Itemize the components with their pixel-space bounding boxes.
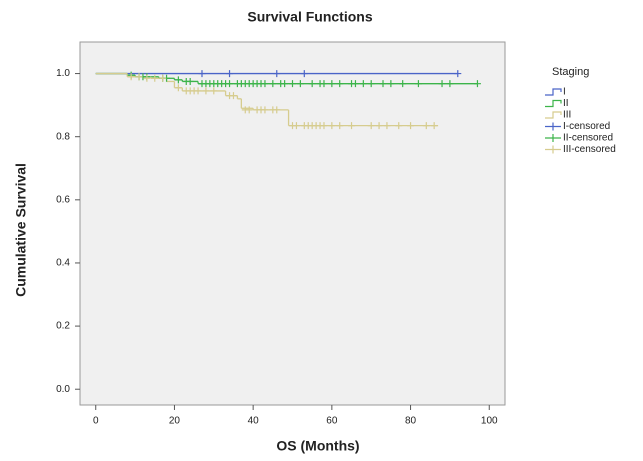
censor-mark xyxy=(320,80,328,88)
x-tick-label: 20 xyxy=(169,416,181,427)
censor-mark xyxy=(446,80,454,88)
censor-mark xyxy=(159,74,167,82)
censor-mark xyxy=(320,122,328,130)
censor-mark xyxy=(359,80,367,88)
censor-mark xyxy=(407,122,415,130)
x-tick-label: 100 xyxy=(481,416,498,427)
censor-mark xyxy=(367,122,375,130)
censor-mark xyxy=(454,70,462,78)
y-tick-label: 0.4 xyxy=(56,258,70,269)
censor-mark xyxy=(300,70,308,78)
censor-mark xyxy=(174,84,182,92)
censor-mark xyxy=(273,106,281,114)
x-axis-label: OS (Months) xyxy=(276,438,359,454)
censor-mark xyxy=(473,80,481,88)
censor-mark xyxy=(127,73,135,81)
chart-title: Survival Functions xyxy=(247,9,372,25)
censor-mark xyxy=(261,80,269,88)
censor-mark xyxy=(430,122,438,130)
plot-area xyxy=(79,41,506,406)
censor-mark xyxy=(245,106,253,114)
x-tick-label: 80 xyxy=(405,416,417,427)
legend-label: I xyxy=(563,87,566,98)
censor-mark xyxy=(328,122,336,130)
censor-mark xyxy=(202,87,210,95)
y-tick-label: 0.8 xyxy=(56,131,70,142)
censor-mark xyxy=(328,80,336,88)
censor-mark xyxy=(269,80,277,88)
legend-icon xyxy=(545,134,561,142)
censor-mark xyxy=(422,122,430,130)
legend-label: III xyxy=(563,110,571,121)
censor-mark xyxy=(261,106,269,114)
censor-mark xyxy=(135,73,143,81)
legend-icon xyxy=(545,122,561,131)
censor-mark xyxy=(438,80,446,88)
censor-mark xyxy=(226,70,234,78)
censor-mark xyxy=(375,122,383,130)
censor-mark xyxy=(296,80,304,88)
legend-icon xyxy=(545,111,562,119)
censor-mark xyxy=(151,74,159,82)
x-tick-label: 0 xyxy=(93,416,99,427)
censor-mark xyxy=(281,80,289,88)
censor-mark xyxy=(186,77,194,85)
legend-title: Staging xyxy=(552,66,589,78)
censor-mark xyxy=(292,122,300,130)
censor-mark xyxy=(143,74,151,82)
x-tick-label: 60 xyxy=(326,416,338,427)
y-tick-label: 0.0 xyxy=(56,384,70,395)
legend-label: II-censored xyxy=(563,133,613,144)
censor-mark xyxy=(289,80,296,88)
censor-mark xyxy=(194,87,202,95)
y-axis-label: Cumulative Survival xyxy=(13,163,29,297)
y-tick-label: 0.2 xyxy=(56,321,70,332)
censor-mark xyxy=(383,122,391,130)
censor-mark xyxy=(399,80,407,88)
censor-mark xyxy=(308,80,316,88)
censor-mark xyxy=(226,80,234,88)
censor-mark xyxy=(198,70,206,78)
censor-mark xyxy=(273,70,281,78)
y-tick-label: 0.6 xyxy=(56,194,70,205)
censor-mark xyxy=(387,80,395,88)
censor-mark xyxy=(336,122,344,130)
censor-mark xyxy=(336,80,344,88)
legend-icon xyxy=(545,88,562,96)
legend-label: III-censored xyxy=(563,144,616,155)
censor-mark xyxy=(351,80,359,88)
censor-mark xyxy=(229,92,237,100)
legend-icon xyxy=(545,99,562,108)
censor-mark xyxy=(395,122,403,130)
censor-mark xyxy=(367,80,375,88)
censor-mark xyxy=(174,76,182,84)
censor-mark xyxy=(210,87,218,95)
legend-icon xyxy=(545,145,561,154)
legend-label: II xyxy=(563,98,569,109)
censor-mark xyxy=(379,80,387,88)
x-tick-label: 40 xyxy=(248,416,260,427)
y-tick-label: 1.0 xyxy=(56,68,70,79)
legend-label: I-censored xyxy=(563,121,610,132)
censor-mark xyxy=(414,80,422,88)
censor-mark xyxy=(348,122,356,130)
